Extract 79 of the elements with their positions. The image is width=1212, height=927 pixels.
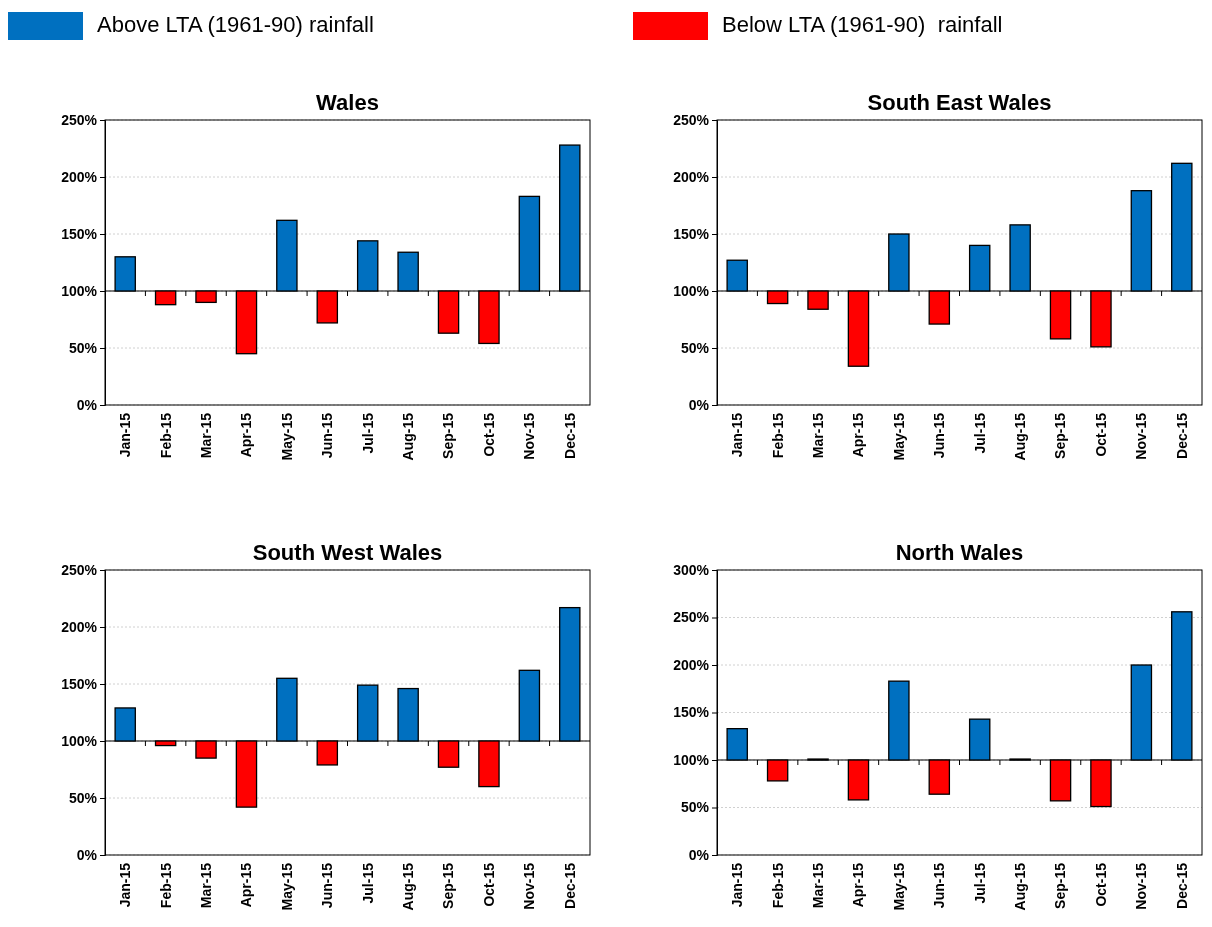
x-tick-label: May-15 <box>278 862 295 911</box>
x-tick-label: Jul-15 <box>971 412 988 454</box>
y-tick-label: 100% <box>61 732 98 749</box>
y-tick-label: 0% <box>76 396 98 413</box>
x-tick-label: Jun-15 <box>319 862 336 909</box>
y-tick-label: 0% <box>688 846 710 863</box>
x-tick-label: Aug-15 <box>1012 412 1029 461</box>
x-tick-label: Aug-15 <box>400 412 417 461</box>
y-tick-label: 150% <box>61 675 98 692</box>
x-tick-label: May-15 <box>890 412 907 461</box>
y-tick-label: 150% <box>673 704 710 721</box>
x-tick-label: Apr-15 <box>238 412 255 458</box>
y-tick-label: 200% <box>673 656 710 673</box>
x-tick-label: Dec-15 <box>1173 412 1190 459</box>
x-tick-label: Feb-15 <box>769 412 786 459</box>
y-tick-label: 250% <box>673 609 710 626</box>
x-tick-label: Mar-15 <box>809 412 826 459</box>
x-tick-label: Sep-15 <box>1052 862 1069 909</box>
x-tick-label: Jun-15 <box>319 412 336 459</box>
chart-title: North Wales <box>895 540 1024 565</box>
x-tick-label: Sep-15 <box>1052 412 1069 459</box>
x-tick-label: Jan-15 <box>117 412 134 458</box>
x-tick-label: Feb-15 <box>157 412 174 459</box>
y-tick-label: 0% <box>76 846 98 863</box>
x-tick-label: Mar-15 <box>809 862 826 909</box>
x-tick-label: Mar-15 <box>197 862 214 909</box>
x-tick-label: Aug-15 <box>400 862 417 911</box>
y-tick-label: 50% <box>68 789 98 806</box>
x-tick-label: Jul-15 <box>359 862 376 904</box>
y-tick-label: 250% <box>673 111 710 128</box>
y-tick-label: 50% <box>68 339 98 356</box>
y-tick-label: 100% <box>673 751 710 768</box>
x-tick-label: Jan-15 <box>117 862 134 908</box>
x-tick-label: Oct-15 <box>1092 862 1109 907</box>
chart-title: South West Wales <box>252 540 443 565</box>
y-tick-label: 200% <box>673 168 710 185</box>
y-tick-label: 250% <box>61 111 98 128</box>
x-tick-label: Oct-15 <box>480 412 497 457</box>
y-tick-label: 200% <box>61 168 98 185</box>
x-tick-label: Oct-15 <box>1092 412 1109 457</box>
x-tick-label: May-15 <box>890 862 907 911</box>
x-tick-label: Apr-15 <box>238 862 255 908</box>
x-tick-label: Dec-15 <box>561 412 578 459</box>
x-tick-label: Dec-15 <box>1173 862 1190 909</box>
y-tick-label: 50% <box>680 799 710 816</box>
y-tick-label: 50% <box>680 339 710 356</box>
x-tick-label: Apr-15 <box>850 412 867 458</box>
x-tick-label: Jul-15 <box>971 862 988 904</box>
x-tick-label: Feb-15 <box>157 862 174 909</box>
x-tick-label: Nov-15 <box>1133 862 1150 910</box>
x-tick-label: Nov-15 <box>521 862 538 910</box>
legend-label: Below LTA (1961-90) rainfall <box>722 12 1003 37</box>
y-tick-label: 100% <box>61 282 98 299</box>
y-tick-label: 100% <box>673 282 710 299</box>
x-tick-label: May-15 <box>278 412 295 461</box>
y-tick-label: 250% <box>61 561 98 578</box>
legend-label: Above LTA (1961-90) rainfall <box>97 12 374 37</box>
y-tick-label: 300% <box>673 561 710 578</box>
x-tick-label: Nov-15 <box>521 412 538 460</box>
x-tick-label: Jul-15 <box>359 412 376 454</box>
x-tick-label: Feb-15 <box>769 862 786 909</box>
y-tick-label: 150% <box>61 225 98 242</box>
x-tick-label: Oct-15 <box>480 862 497 907</box>
y-tick-label: 150% <box>673 225 710 242</box>
x-tick-label: Jun-15 <box>931 862 948 909</box>
y-tick-label: 0% <box>688 396 710 413</box>
x-tick-label: Aug-15 <box>1012 862 1029 911</box>
x-tick-label: Dec-15 <box>561 862 578 909</box>
x-tick-label: Mar-15 <box>197 412 214 459</box>
chart-title: South East Wales <box>867 90 1052 115</box>
x-tick-label: Jan-15 <box>729 412 746 458</box>
x-tick-label: Apr-15 <box>850 862 867 908</box>
x-tick-label: Jun-15 <box>931 412 948 459</box>
x-tick-label: Jan-15 <box>729 862 746 908</box>
chart-title: Wales <box>316 90 379 115</box>
x-tick-label: Nov-15 <box>1133 412 1150 460</box>
x-tick-label: Sep-15 <box>440 412 457 459</box>
y-tick-label: 200% <box>61 618 98 635</box>
x-tick-label: Sep-15 <box>440 862 457 909</box>
